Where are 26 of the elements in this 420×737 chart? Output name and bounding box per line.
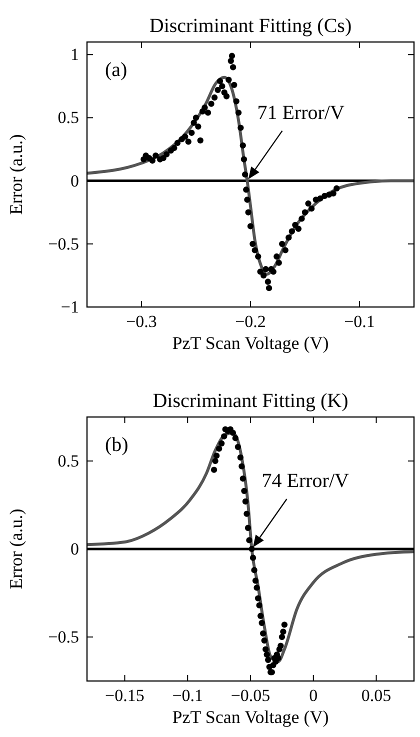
- y-tick-label: 0.5: [58, 451, 79, 470]
- x-axis-title: PzT Scan Voltage (V): [172, 707, 329, 727]
- y-axis-title: Error (a.u.): [6, 508, 26, 590]
- y-tick-label: 1: [70, 45, 79, 64]
- annotation: 71 Error/V: [257, 102, 345, 124]
- x-tick-label: −0.15: [105, 686, 144, 706]
- x-tick-label: 0.05: [361, 686, 392, 706]
- annotation: 74 Error/V: [262, 470, 350, 492]
- x-tick-label: 0: [309, 686, 318, 706]
- annotation: (a): [105, 59, 128, 81]
- annotation: (b): [105, 434, 128, 456]
- y-tick-label: −0.5: [48, 234, 79, 254]
- chart-title: Discriminant Fitting (Cs): [149, 15, 352, 37]
- y-axis-title: Error (a.u.): [6, 134, 26, 215]
- y-tick-label: −1: [60, 297, 79, 316]
- y-tick-label: 0: [70, 171, 79, 190]
- x-tick-label: −0.3: [126, 312, 157, 332]
- x-tick-label: −0.2: [235, 312, 266, 332]
- x-tick-label: −0.1: [172, 686, 204, 706]
- x-tick-label: −0.1: [344, 312, 375, 332]
- y-tick-label: −0.5: [48, 627, 79, 646]
- chart-title: Discriminant Fitting (K): [152, 390, 348, 412]
- x-axis-title: PzT Scan Voltage (V): [172, 333, 329, 353]
- x-tick-label: −0.05: [230, 686, 270, 706]
- y-tick-label: 0.5: [58, 108, 79, 128]
- y-tick-label: 0: [70, 539, 79, 558]
